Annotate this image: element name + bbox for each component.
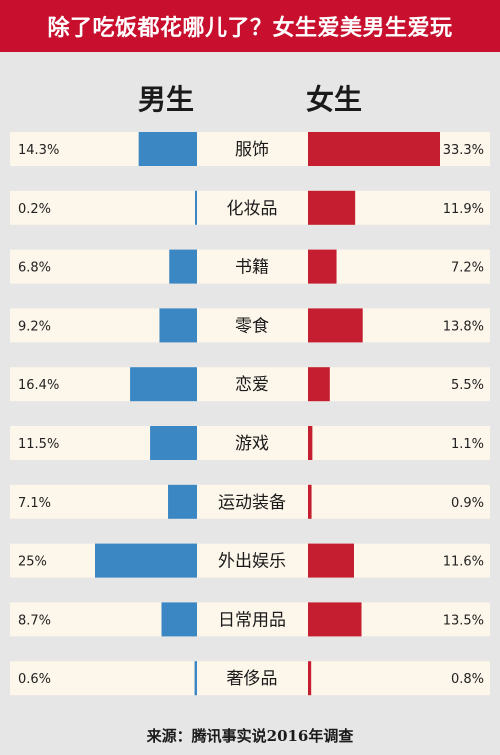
male-value-label: 8.7%: [18, 613, 51, 628]
male-bar: [95, 543, 197, 578]
row-background: [10, 426, 490, 460]
male-value-label: 16.4%: [18, 378, 59, 393]
female-bar: [308, 190, 356, 225]
female-bar: [308, 426, 313, 460]
category-label: 书籍: [235, 258, 269, 278]
female-value-label: 13.8%: [443, 319, 484, 334]
male-bar: [161, 602, 197, 637]
female-value-label: 13.5%: [443, 613, 484, 628]
row-background: [10, 190, 490, 225]
female-bar: [308, 308, 363, 343]
male-value-label: 7.1%: [18, 496, 51, 511]
female-value-label: 7.2%: [451, 261, 484, 276]
female-bar: [308, 661, 312, 696]
row-background: [10, 367, 490, 402]
row-background: [10, 484, 490, 519]
female-bar: [308, 484, 312, 519]
male-bar: [194, 661, 197, 696]
male-value-label: 11.5%: [18, 437, 59, 452]
female-bar: [308, 249, 337, 284]
chart-title: 除了吃饭都花哪儿了？女生爱美男生爱玩: [47, 16, 453, 41]
male-value-label: 0.2%: [18, 202, 51, 217]
category-label: 奢侈品: [227, 669, 278, 689]
male-bar: [168, 484, 197, 519]
female-bar: [308, 602, 362, 637]
female-bar: [308, 367, 330, 402]
male-bar: [150, 426, 197, 460]
category-label: 游戏: [235, 434, 269, 454]
category-label: 运动装备: [218, 493, 286, 513]
male-value-label: 6.8%: [18, 261, 51, 276]
male-bar: [195, 190, 197, 225]
female-value-label: 5.5%: [451, 378, 484, 393]
female-header: 女生: [306, 83, 363, 116]
male-bar: [138, 132, 197, 166]
male-value-label: 0.6%: [18, 672, 51, 687]
category-label: 零食: [235, 316, 269, 336]
male-value-label: 14.3%: [18, 143, 59, 158]
title-bar: 除了吃饭都花哪儿了？女生爱美男生爱玩: [0, 0, 500, 52]
female-value-label: 0.8%: [451, 672, 484, 687]
male-bar: [130, 367, 197, 402]
source-note: 来源：腾讯事实说2016年调查: [146, 727, 354, 745]
female-value-label: 1.1%: [451, 437, 484, 452]
row-background: [10, 543, 490, 578]
female-bar: [308, 132, 440, 166]
row-background: [10, 661, 490, 696]
male-value-label: 9.2%: [18, 319, 51, 334]
female-value-label: 0.9%: [451, 496, 484, 511]
category-label: 化妆品: [227, 199, 278, 219]
category-label: 恋爱: [235, 374, 269, 395]
category-label: 服饰: [235, 140, 269, 160]
row-background: [10, 308, 490, 343]
male-header: 男生: [138, 83, 195, 116]
male-bar: [159, 308, 197, 343]
category-label: 日常用品: [218, 610, 286, 630]
female-value-label: 11.6%: [443, 555, 484, 570]
row-background: [10, 602, 490, 637]
female-value-label: 33.3%: [443, 143, 484, 158]
male-value-label: 25%: [18, 555, 47, 570]
male-bar: [169, 249, 197, 284]
female-bar: [308, 543, 354, 578]
female-value-label: 11.9%: [443, 202, 484, 217]
row-background: [10, 249, 490, 284]
category-label: 外出娱乐: [218, 552, 286, 572]
